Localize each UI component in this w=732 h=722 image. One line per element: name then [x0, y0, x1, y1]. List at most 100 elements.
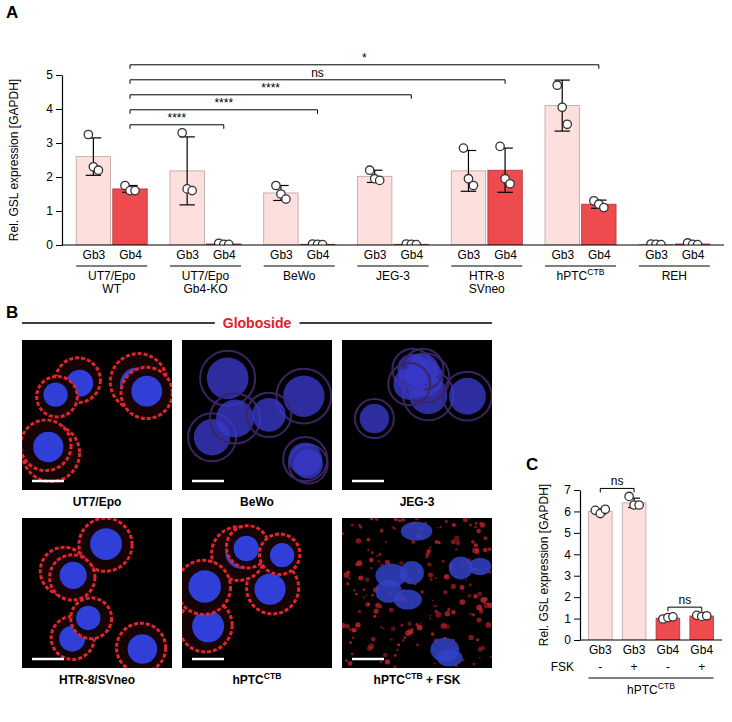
significance-bracket — [600, 488, 634, 492]
stain-speck — [394, 518, 398, 521]
x-axis-line — [580, 639, 722, 640]
stain-speck — [370, 567, 372, 569]
panel-letter: A — [6, 3, 18, 22]
tick: Gb3 — [551, 248, 574, 262]
image-label: hPTCCTB — [232, 671, 281, 687]
stain-speck — [434, 663, 436, 665]
stain-speck — [375, 518, 378, 521]
stain-speck — [454, 536, 460, 542]
cell-outline — [283, 437, 327, 481]
tick: Gb3 — [270, 248, 293, 262]
stain-speck — [451, 584, 456, 589]
y-axis-title: Rel. GSL expression [GAPDH] — [537, 484, 551, 646]
stain-speck — [400, 623, 403, 626]
stain-speck — [436, 612, 442, 618]
stain-speck — [397, 643, 400, 646]
tick: 5 — [46, 68, 62, 82]
stain-speck — [373, 609, 378, 614]
significance-label: **** — [261, 81, 280, 95]
stain-speck — [426, 549, 430, 553]
bar — [488, 170, 522, 245]
stain-speck — [434, 577, 437, 580]
tick: 7 — [564, 483, 580, 497]
membrane-stain — [116, 623, 165, 668]
panel-b: BGlobosideUT7/EpoBeWoJEG-3HTR-8/SVneohPT… — [6, 303, 493, 687]
cell-outline — [355, 399, 394, 438]
label-line: UT7/Epo — [88, 269, 136, 283]
group-label: hPTCCTB — [627, 681, 675, 697]
scale-bar — [32, 480, 64, 483]
significance-bracket — [130, 125, 224, 129]
stain-speck — [380, 529, 384, 533]
label-text: hPTC — [627, 683, 658, 697]
plot-area — [76, 80, 710, 245]
group-label: BeWo — [283, 269, 316, 283]
tick-mark — [56, 177, 62, 178]
tick: Gb4 — [307, 248, 330, 262]
membrane-stain — [71, 598, 112, 639]
significance-label: ns — [678, 593, 691, 607]
micrograph-background — [342, 518, 492, 668]
stain-speck — [433, 605, 435, 607]
bar — [582, 204, 616, 245]
tick: 4 — [564, 548, 580, 562]
image-label: BeWo — [240, 495, 274, 509]
stain-speck — [425, 555, 429, 559]
stain-speck — [363, 596, 365, 598]
y-axis: 01234567 — [564, 483, 580, 647]
group-label: UT7/EpoGb4-KO — [182, 269, 230, 296]
stain-speck — [402, 639, 405, 642]
group-separator — [588, 678, 713, 679]
tick: 0 — [46, 238, 62, 252]
stain-speck — [390, 638, 393, 641]
stain-speck — [465, 579, 467, 581]
tick-mark — [574, 511, 580, 512]
tick-mark — [574, 619, 580, 620]
image-label: hPTCCTB + FSK — [374, 671, 461, 687]
tick-label: 5 — [564, 526, 571, 540]
stain-speck — [358, 610, 362, 614]
stain-speck — [474, 543, 478, 547]
stain-speck — [394, 654, 397, 657]
stain-speck — [352, 628, 357, 633]
tick-mark — [56, 245, 62, 246]
image-label: UT7/Epo — [73, 495, 122, 509]
stain-speck — [420, 622, 422, 624]
tick-label: 3 — [46, 136, 53, 150]
tick-label: Gb3 — [551, 248, 574, 262]
y-axis-title: Rel. GSL expression [GAPDH] — [7, 79, 21, 241]
panel-letter: B — [6, 303, 18, 322]
stain-speck — [483, 602, 489, 608]
tick-label: Gb3 — [623, 643, 646, 657]
tick-mark — [574, 554, 580, 555]
nucleus — [400, 561, 424, 584]
significance-label: * — [362, 51, 367, 65]
group-separator — [639, 266, 710, 267]
stain-speck — [378, 553, 381, 556]
figure: A012345Gb3Gb4Gb3Gb4Gb3Gb4Gb3Gb4Gb3Gb4Gb3… — [0, 0, 732, 722]
cell-outline — [443, 372, 492, 421]
data-point — [375, 176, 383, 184]
data-point — [459, 144, 467, 152]
bar — [264, 193, 298, 245]
data-point — [693, 240, 701, 245]
stain-speck — [342, 623, 345, 629]
nucleus — [283, 375, 325, 417]
stain-speck — [478, 592, 483, 597]
tick-label: Gb3 — [458, 248, 481, 262]
label-line: BeWo — [283, 269, 316, 283]
stain-speck — [376, 555, 378, 557]
stain-speck — [353, 589, 356, 592]
stain-speck — [429, 546, 432, 549]
tick-mark — [56, 75, 62, 76]
stain-speck — [383, 627, 385, 629]
significance-label: ns — [611, 474, 624, 488]
stain-speck — [442, 560, 444, 562]
data-point — [563, 120, 571, 128]
nucleus — [43, 382, 67, 406]
stain-speck — [479, 657, 481, 659]
stain-speck — [473, 594, 477, 598]
stain-speck — [344, 572, 350, 578]
tick-label: Gb4 — [682, 248, 705, 262]
tick: Gb3 — [364, 248, 387, 262]
